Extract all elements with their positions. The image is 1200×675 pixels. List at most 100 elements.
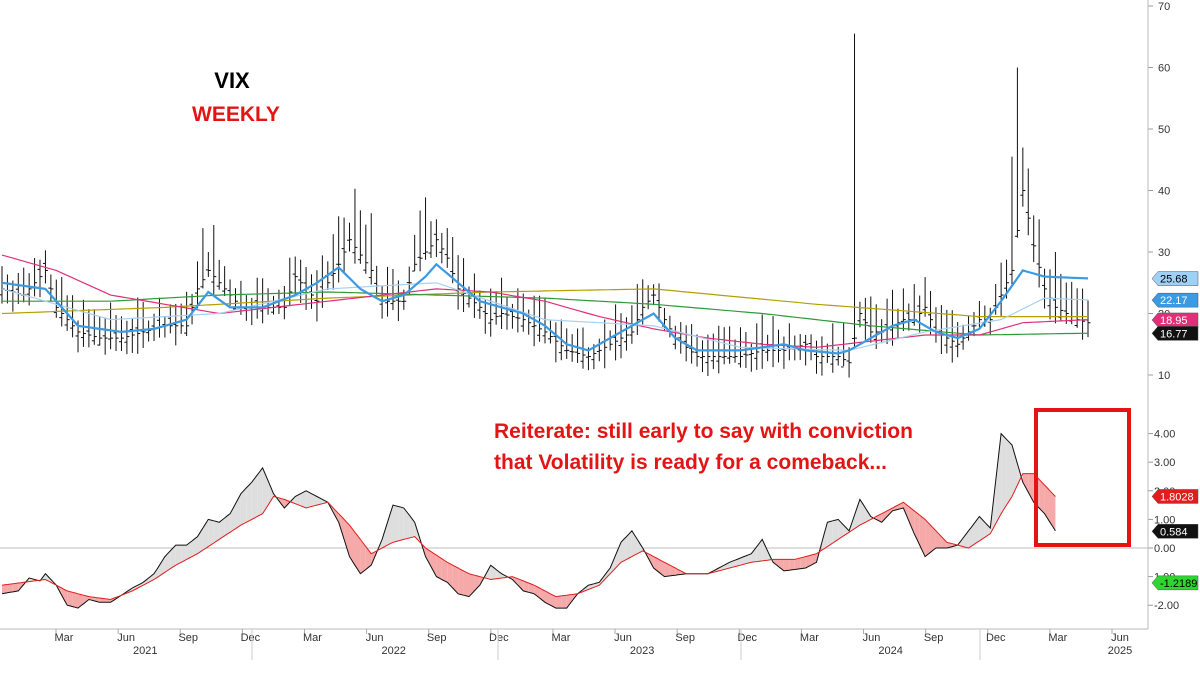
price-value-badge: 16.77 — [1151, 326, 1199, 341]
oscillator-fill-segment — [496, 569, 502, 579]
ohlc-bar — [113, 315, 119, 351]
oscillator-fill-segment — [1011, 445, 1018, 497]
svg-text:18.95: 18.95 — [1160, 315, 1188, 327]
oscillator-fill-segment — [621, 536, 627, 563]
ohlc-bar — [423, 197, 429, 260]
ohlc-bar — [651, 284, 657, 306]
oscillator-fill-segment — [963, 530, 969, 548]
oscillator-fill-segment — [903, 502, 909, 521]
oscillator-fill-segment — [262, 467, 269, 514]
oscillator-fill-segment — [159, 556, 165, 576]
ohlc-bar — [417, 210, 423, 272]
ohlc-bar — [1009, 156, 1015, 285]
oscillator-fill-segment — [550, 593, 556, 609]
ohlc-bar — [944, 309, 950, 354]
oscillator-tick-label: 3.00 — [1154, 457, 1175, 469]
oscillator-fill-segment — [137, 582, 144, 589]
oscillator-fill-segment — [773, 559, 779, 567]
ohlc-bar — [216, 259, 222, 290]
oscillator-fill-segment — [637, 539, 643, 554]
svg-text:-1.2189: -1.2189 — [1160, 578, 1197, 590]
ohlc-bar — [531, 295, 537, 347]
month-label: Jun — [1111, 632, 1129, 644]
oscillator-fill-segment — [897, 502, 904, 510]
oscillator-tick-label: 4.00 — [1154, 429, 1175, 441]
oscillator-fill-segment — [99, 598, 106, 603]
oscillator-fill-segment — [555, 595, 562, 609]
annotation-line-2: that Volatility is ready for a comeback.… — [494, 451, 887, 474]
ohlc-bar — [368, 213, 374, 285]
svg-text:1.8028: 1.8028 — [1160, 491, 1194, 503]
year-label: 2024 — [878, 645, 902, 657]
ohlc-bar — [232, 288, 238, 310]
oscillator-fill-segment — [925, 519, 931, 557]
oscillator-fill-segment — [794, 558, 801, 570]
ohlc-bar — [900, 288, 906, 332]
month-label: Sep — [427, 632, 447, 644]
oscillator-fill-segment — [311, 493, 317, 507]
ohlc-bar — [504, 296, 510, 330]
oscillator-fill-segment — [821, 522, 828, 551]
ohlc-bar — [846, 347, 852, 378]
oscillator-fill-segment — [1001, 433, 1007, 514]
oscillator-fill-segment — [604, 568, 611, 580]
ohlc-bar — [537, 295, 543, 342]
chart-title: VIX — [214, 68, 250, 93]
ohlc-bar — [352, 188, 358, 264]
oscillator-fill-segment — [468, 573, 475, 597]
oscillator-fill-segment — [1044, 485, 1050, 523]
ohlc-bar — [347, 222, 353, 252]
ohlc-bar — [857, 301, 863, 328]
price-value-badge: 25.68 — [1151, 271, 1199, 286]
ohlc-bar — [26, 273, 32, 306]
ohlc-bar — [395, 280, 401, 322]
oscillator-fill-segment — [664, 562, 670, 577]
ohlc-bar — [292, 256, 298, 297]
ohlc-bar — [922, 277, 928, 317]
month-label: Jun — [366, 632, 384, 644]
price-tick-label: 30 — [1158, 247, 1170, 259]
oscillator-fill-segment — [675, 568, 681, 576]
price-tick-label: 50 — [1158, 124, 1170, 136]
ohlc-bar — [357, 210, 363, 264]
ohlc-bar — [1014, 67, 1020, 238]
ohlc-bar — [97, 316, 103, 346]
svg-text:0.584: 0.584 — [1160, 526, 1188, 538]
oscillator-fill-segment — [762, 539, 768, 561]
oscillator-fill-segment — [805, 555, 812, 569]
oscillator-fill-segment — [745, 553, 752, 564]
ohlc-bar — [819, 336, 825, 376]
ohlc-bar — [482, 299, 488, 334]
ohlc-bar — [1031, 215, 1037, 263]
oscillator-fill-segment — [219, 517, 225, 540]
ohlc-bar — [917, 295, 923, 333]
oscillator-fill-segment — [854, 499, 860, 529]
oscillator-fill-segment — [800, 556, 806, 569]
ohlc-bar — [699, 340, 705, 373]
oscillator-fill-segment — [474, 575, 480, 591]
ohlc-bar — [385, 266, 391, 317]
ohlc-bar — [314, 270, 320, 322]
price-value-badge: 18.95 — [1151, 312, 1199, 328]
ohlc-bar — [222, 266, 228, 297]
oscillator-value-badge: 1.8028 — [1151, 489, 1199, 504]
ohlc-bar — [341, 217, 347, 272]
ohlc-bar — [499, 277, 505, 330]
ohlc-bar — [705, 334, 711, 377]
oscillator-fill-segment — [208, 519, 214, 547]
oscillator-fill-segment — [534, 585, 540, 599]
oscillator-tick-label: -2.00 — [1154, 600, 1179, 612]
ohlc-bar — [200, 228, 206, 289]
ohlc-bar — [640, 279, 646, 325]
oscillator-fill-segment — [930, 525, 936, 553]
oscillator-fill-segment — [545, 590, 551, 606]
oscillator-fill-segment — [316, 496, 323, 506]
price-tick-label: 70 — [1158, 1, 1170, 13]
moving-average-line — [1, 282, 1089, 352]
oscillator-value-badge: 0.584 — [1151, 524, 1199, 539]
month-label: Jun — [614, 632, 632, 644]
oscillator-fill-segment — [175, 545, 182, 566]
oscillator-fill-segment — [740, 555, 746, 566]
oscillator-fill-segment — [382, 522, 388, 548]
